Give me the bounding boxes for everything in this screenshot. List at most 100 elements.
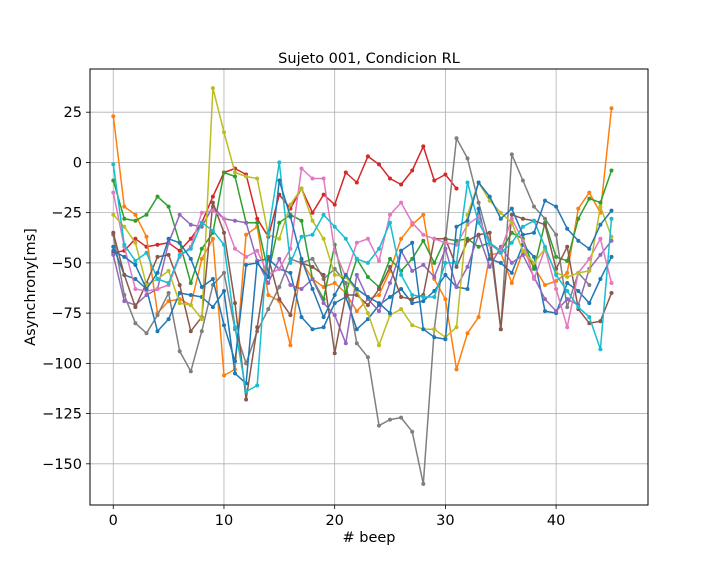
series-line (112, 205, 613, 345)
data-point (399, 272, 404, 277)
data-point (222, 130, 226, 135)
data-point (377, 258, 381, 263)
data-point (266, 307, 271, 312)
data-point (122, 299, 127, 304)
data-point (299, 234, 304, 239)
data-point (377, 301, 381, 306)
data-point (354, 240, 359, 245)
data-point (509, 270, 514, 275)
data-point (365, 355, 370, 360)
data-point (365, 260, 370, 265)
data-point (310, 277, 315, 281)
data-point (365, 236, 370, 241)
data-point (199, 285, 204, 289)
data-point (509, 260, 514, 265)
series-line (112, 87, 613, 347)
data-point (166, 204, 171, 209)
data-point (554, 232, 559, 237)
data-point (410, 268, 415, 273)
data-point (476, 232, 481, 237)
y-tick-label: −150 (42, 457, 82, 473)
data-point (598, 277, 603, 281)
data-point (188, 256, 193, 261)
series-line (112, 170, 613, 300)
data-point (210, 305, 215, 310)
data-point (543, 222, 547, 227)
data-point (454, 264, 459, 269)
data-point (177, 283, 182, 287)
data-point (299, 287, 304, 291)
data-point (222, 216, 226, 221)
data-point (222, 170, 226, 175)
data-point (432, 178, 437, 183)
data-point (266, 293, 271, 297)
data-point (177, 349, 182, 354)
data-point (222, 373, 226, 378)
data-point (388, 176, 392, 181)
data-point (210, 228, 215, 233)
data-point (255, 383, 260, 388)
data-point (222, 289, 226, 293)
data-point (210, 86, 215, 91)
data-point (487, 256, 492, 261)
data-point (343, 281, 348, 285)
data-point (199, 256, 204, 261)
data-point (498, 250, 503, 255)
data-point (587, 256, 592, 261)
data-point (587, 268, 592, 273)
data-point (576, 238, 581, 243)
data-point (377, 309, 381, 314)
data-point (399, 307, 404, 312)
data-point (399, 287, 404, 291)
data-point (166, 252, 171, 257)
data-point (532, 218, 536, 223)
data-point (565, 270, 570, 275)
y-tick-label: −125 (42, 407, 82, 423)
data-point (432, 335, 437, 340)
data-point (210, 208, 215, 213)
data-point (277, 178, 282, 183)
data-point (332, 313, 337, 318)
data-point (598, 204, 603, 209)
data-point (509, 206, 514, 211)
series-line (112, 179, 613, 363)
data-point (543, 216, 547, 221)
data-point (543, 297, 547, 302)
plot-frame (89, 68, 649, 506)
data-point (587, 246, 592, 251)
data-point (222, 270, 226, 275)
data-point (421, 327, 426, 332)
y-tick-label: 25 (64, 105, 82, 121)
data-point (144, 293, 149, 297)
data-point (111, 162, 116, 167)
data-point (498, 216, 503, 221)
data-point (288, 260, 293, 265)
data-point (354, 180, 359, 185)
data-point (310, 218, 315, 223)
data-point (188, 293, 193, 297)
data-point (299, 186, 304, 191)
data-point (598, 347, 603, 352)
data-point (465, 180, 470, 185)
series-10 (111, 160, 614, 394)
data-point (399, 182, 404, 187)
series-line (112, 201, 613, 401)
x-tick-label: 20 (325, 513, 343, 529)
x-tick-label: 30 (436, 513, 454, 529)
data-point (410, 297, 415, 302)
data-point (565, 289, 570, 293)
data-point (388, 220, 392, 225)
data-point (166, 291, 171, 295)
data-point (421, 262, 426, 267)
data-point (255, 260, 260, 265)
data-point (509, 281, 514, 285)
data-point (321, 236, 326, 241)
data-point (377, 343, 381, 348)
data-point (388, 295, 392, 299)
data-point (377, 287, 381, 291)
data-point (188, 246, 193, 251)
data-point (365, 303, 370, 308)
data-point (576, 289, 581, 293)
data-point (454, 285, 459, 289)
data-point (310, 176, 315, 181)
